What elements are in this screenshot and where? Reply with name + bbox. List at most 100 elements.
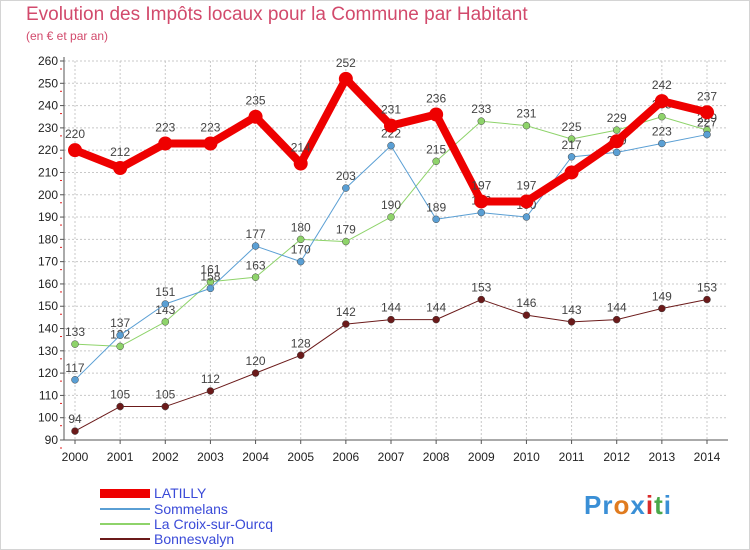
data-point-latilly (609, 134, 624, 149)
data-label-bonnesvalyn: 153 (471, 281, 491, 295)
x-tick-label: 2010 (513, 450, 540, 464)
y-tick-label: 140 (38, 322, 58, 336)
data-point-bonnesvalyn (658, 304, 666, 313)
logo-letter: o (613, 490, 631, 520)
data-label-la-croix-sur-ourcq: 231 (516, 107, 536, 121)
y-tick-label: 250 (38, 76, 58, 90)
chart-subtitle: (en € et par an) (26, 29, 109, 43)
data-label-latilly: 197 (471, 178, 491, 192)
data-point-la-croix-sur-ourcq (387, 213, 395, 221)
data-point-sommelans (116, 331, 124, 339)
data-point-bonnesvalyn (522, 311, 531, 319)
logo-letter: P (584, 490, 603, 520)
data-point-bonnesvalyn (703, 295, 711, 304)
chart-title: Evolution des Impôts locaux pour la Comm… (26, 4, 528, 25)
data-label-latilly: 252 (336, 56, 356, 70)
y-tick-label: 150 (38, 299, 58, 313)
data-point-bonnesvalyn (71, 427, 79, 435)
x-tick-label: 2005 (287, 450, 314, 464)
data-point-sommelans (296, 257, 305, 266)
data-point-la-croix-sur-ourcq (296, 235, 305, 244)
data-point-sommelans (612, 148, 621, 157)
data-label-latilly: 214 (291, 141, 311, 155)
data-point-bonnesvalyn (387, 315, 395, 324)
data-point-sommelans (522, 213, 531, 221)
data-label-sommelans: 227 (697, 116, 717, 130)
data-point-sommelans (703, 130, 711, 139)
data-point-latilly (248, 109, 263, 124)
legend-label-la-croix-sur-ourcq: La Croix-sur-Ourcq (154, 516, 274, 532)
data-point-sommelans (206, 284, 215, 293)
data-point-la-croix-sur-ourcq (71, 340, 79, 348)
data-label-la-croix-sur-ourcq: 161 (200, 263, 220, 277)
y-tick-label: 180 (38, 232, 58, 246)
data-label-bonnesvalyn: 146 (516, 296, 536, 310)
data-label-sommelans: 151 (155, 285, 175, 299)
data-point-latilly (700, 105, 714, 120)
data-label-latilly: 220 (65, 127, 85, 141)
data-point-la-croix-sur-ourcq (116, 342, 124, 351)
proxiti-logo: Proxiti (584, 490, 672, 521)
data-point-bonnesvalyn (116, 402, 124, 411)
data-label-latilly: 242 (652, 78, 672, 92)
legend-label-bonnesvalyn: Bonnesvalyn (154, 531, 235, 547)
data-point-la-croix-sur-ourcq (251, 273, 260, 282)
data-point-latilly (338, 71, 353, 86)
data-label-bonnesvalyn: 105 (155, 388, 175, 402)
data-point-la-croix-sur-ourcq (477, 117, 486, 125)
data-label-bonnesvalyn: 94 (68, 412, 82, 426)
x-tick-label: 2014 (694, 450, 721, 464)
data-label-sommelans: 203 (336, 169, 356, 183)
data-label-la-croix-sur-ourcq: 229 (607, 111, 627, 125)
data-label-latilly: 212 (110, 145, 130, 159)
y-tick-label: 90 (45, 433, 59, 447)
data-point-la-croix-sur-ourcq (612, 126, 621, 134)
data-label-bonnesvalyn: 144 (607, 301, 627, 315)
data-point-latilly (654, 94, 669, 109)
logo-letter: x (630, 490, 646, 520)
data-label-sommelans: 158 (200, 269, 220, 283)
data-label-bonnesvalyn: 128 (291, 336, 311, 350)
data-point-latilly (474, 194, 489, 209)
data-label-sommelans: 137 (110, 316, 130, 330)
data-point-la-croix-sur-ourcq (432, 157, 440, 166)
y-tick-label: 210 (38, 165, 58, 179)
data-point-la-croix-sur-ourcq (522, 121, 531, 130)
x-tick-label: 2000 (62, 450, 89, 464)
x-tick-label: 2006 (333, 450, 360, 464)
legend-label-sommelans: Sommelans (154, 501, 228, 517)
data-point-latilly (519, 194, 534, 209)
data-label-latilly: 231 (381, 103, 401, 117)
data-point-sommelans (251, 242, 260, 250)
data-label-bonnesvalyn: 149 (652, 289, 672, 303)
data-label-sommelans: 223 (652, 124, 672, 138)
data-point-latilly (429, 107, 444, 122)
y-tick-label: 220 (38, 143, 58, 157)
data-label-la-croix-sur-ourcq: 133 (65, 325, 85, 339)
x-tick-label: 2007 (378, 450, 405, 464)
data-point-bonnesvalyn (342, 320, 350, 328)
data-point-sommelans (567, 153, 576, 161)
x-tick-label: 2001 (107, 450, 134, 464)
data-point-sommelans (387, 141, 395, 150)
data-point-latilly (384, 118, 398, 133)
data-point-sommelans (71, 376, 79, 384)
x-tick-label: 2003 (197, 450, 224, 464)
data-label-la-croix-sur-ourcq: 163 (246, 258, 266, 272)
data-point-bonnesvalyn (251, 369, 260, 377)
data-label-bonnesvalyn: 120 (246, 354, 266, 368)
y-tick-label: 120 (38, 366, 58, 380)
y-tick-label: 260 (38, 54, 58, 68)
data-point-sommelans (477, 208, 486, 217)
data-point-latilly (68, 143, 82, 158)
data-label-sommelans: 177 (246, 227, 266, 241)
data-label-la-croix-sur-ourcq: 143 (155, 303, 175, 317)
data-point-bonnesvalyn (567, 318, 576, 326)
y-tick-label: 170 (38, 255, 58, 269)
data-point-latilly (113, 161, 128, 176)
y-tick-label: 160 (38, 277, 58, 291)
data-label-la-croix-sur-ourcq: 179 (336, 223, 356, 237)
data-point-la-croix-sur-ourcq (161, 318, 170, 326)
data-point-sommelans (342, 184, 350, 192)
